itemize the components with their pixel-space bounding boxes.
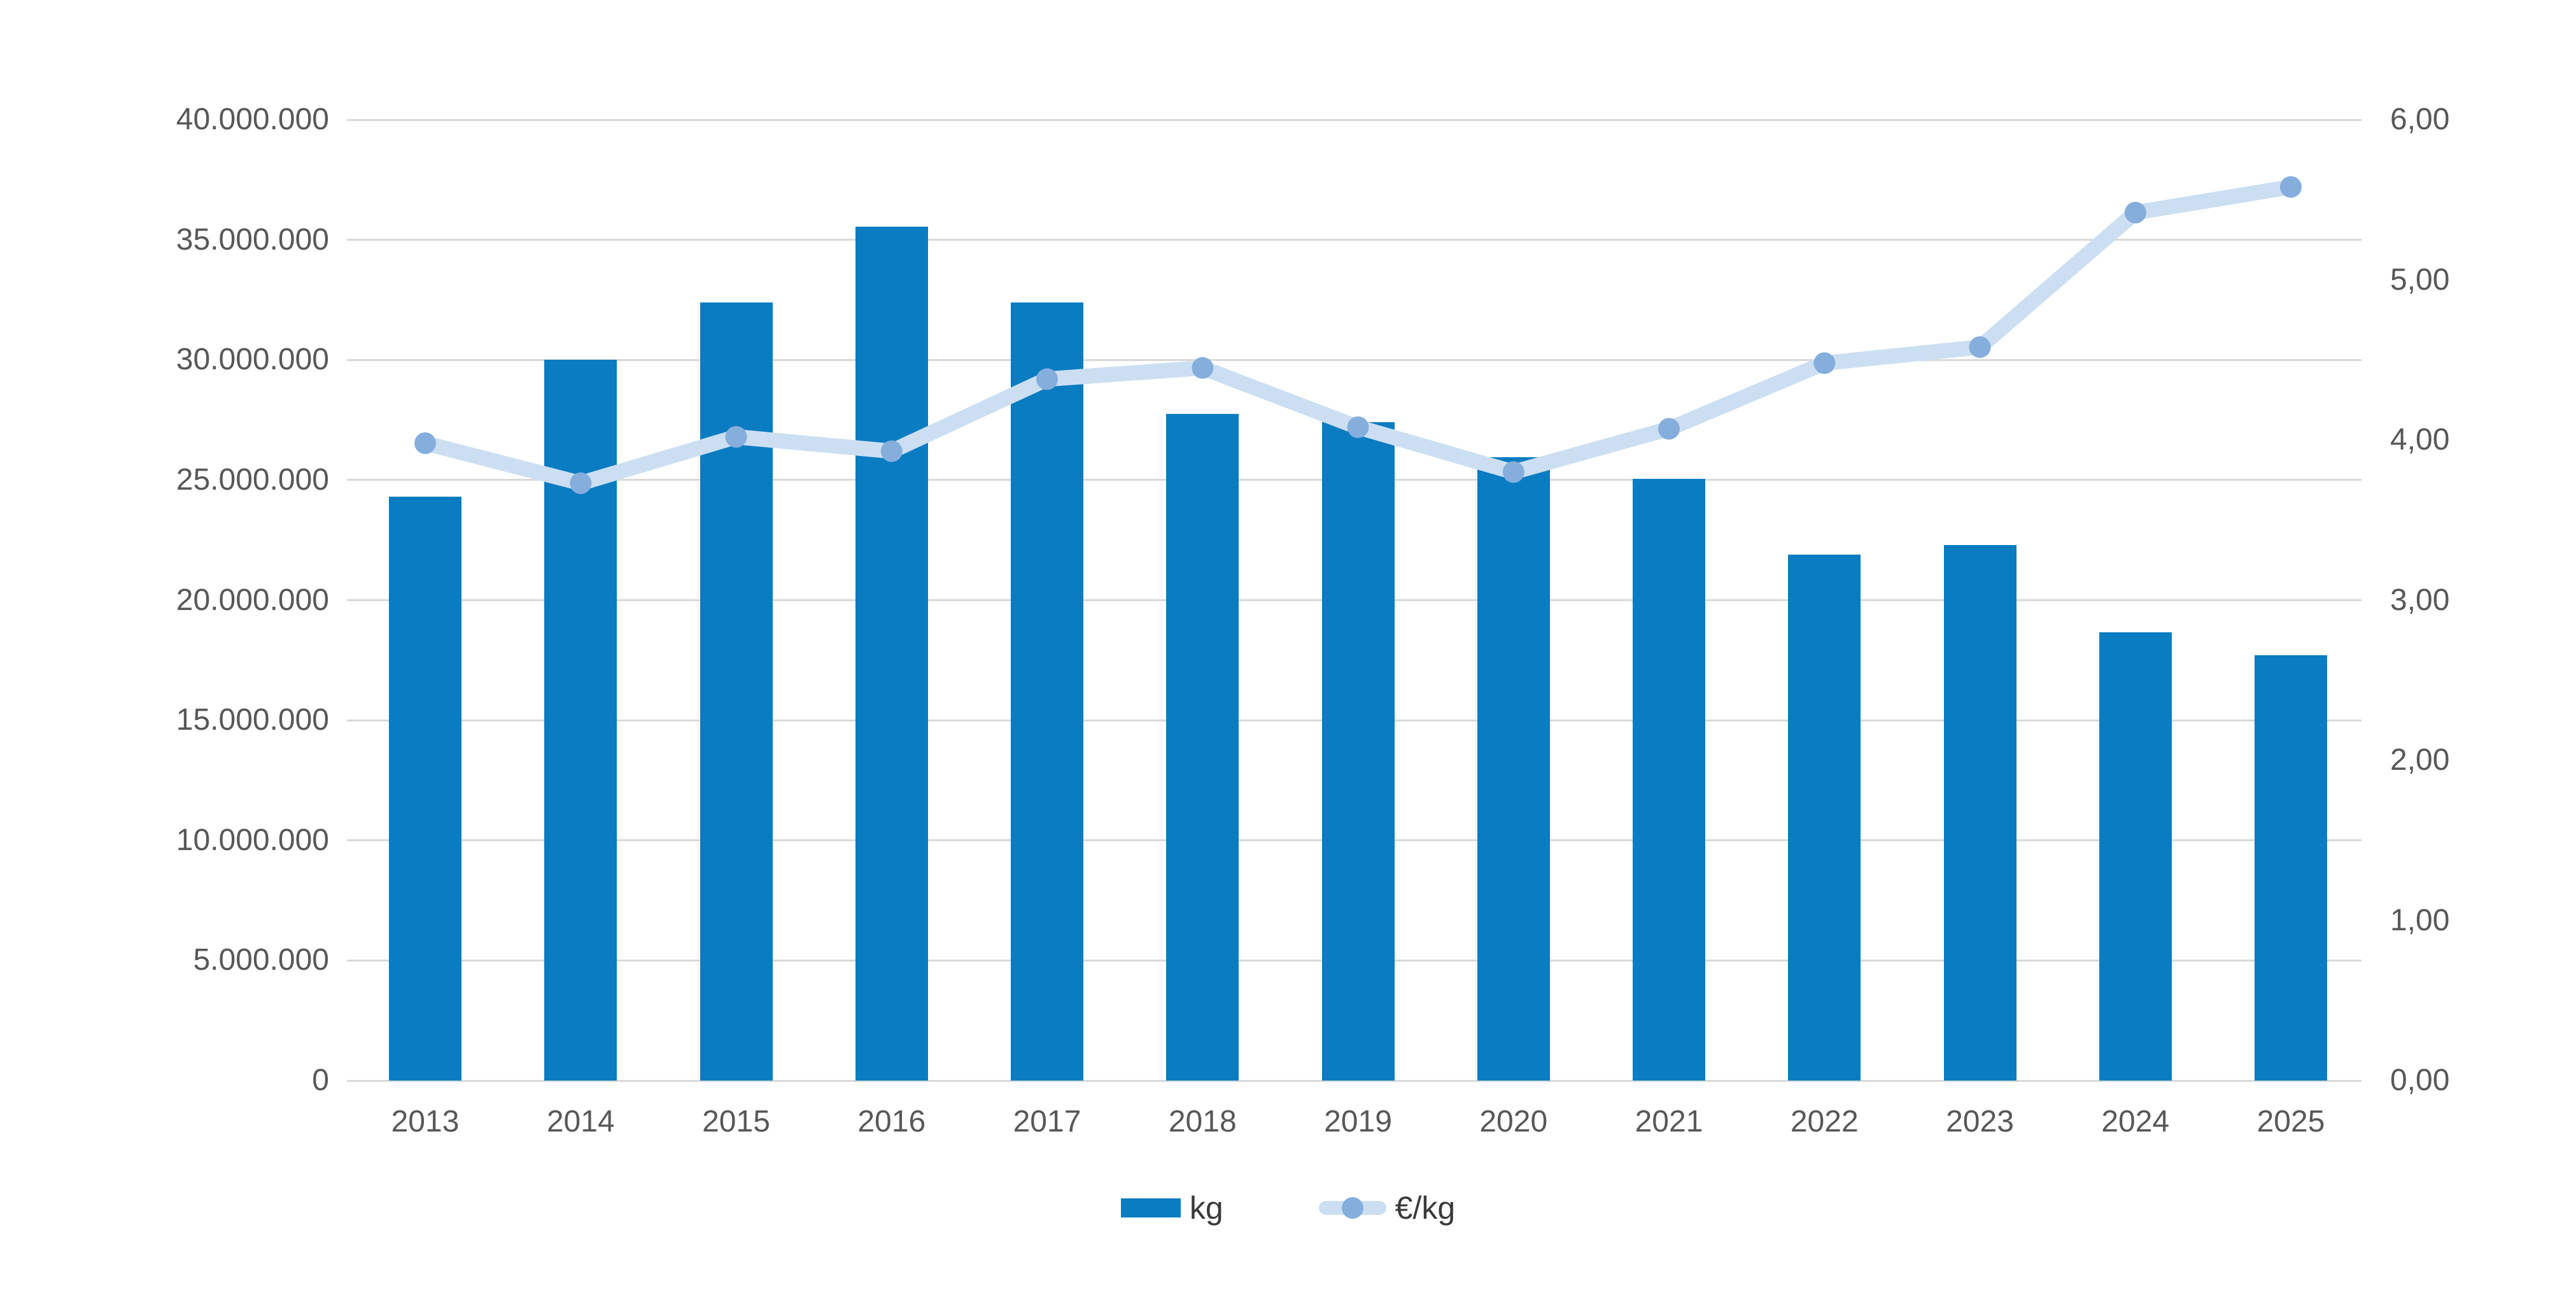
right-axis-tick-2_00: 2,00	[2390, 743, 2450, 777]
x-axis-tick-2016: 2016	[857, 1105, 926, 1139]
bar-2015[interactable]	[700, 302, 773, 1081]
x-axis-tick-2023: 2023	[1946, 1105, 2014, 1139]
marker-2018[interactable]	[1192, 357, 1214, 379]
gridline-40.000.000	[347, 118, 2361, 121]
bar-2019[interactable]	[1321, 422, 1395, 1081]
x-axis-tick-2019: 2019	[1324, 1105, 1392, 1139]
x-axis-tick-2021: 2021	[1635, 1105, 1703, 1139]
marker-2022[interactable]	[1813, 352, 1836, 374]
marker-2023[interactable]	[1969, 336, 1991, 358]
marker-2024[interactable]	[2124, 201, 2146, 224]
x-axis-tick-2020: 2020	[1479, 1105, 1548, 1139]
x-axis-tick-2022: 2022	[1790, 1105, 1859, 1139]
bar-2020[interactable]	[1477, 457, 1550, 1081]
legend-item-kg[interactable]: kg	[1120, 1190, 1223, 1226]
left-axis-tick-20.000.000: 20.000.000	[176, 583, 329, 617]
left-axis-tick-15.000.000: 15.000.000	[176, 703, 329, 737]
x-axis-tick-2013: 2013	[391, 1105, 460, 1139]
left-axis-tick-0: 0	[312, 1063, 329, 1097]
marker-2013[interactable]	[414, 432, 436, 454]
bar-2024[interactable]	[2099, 632, 2172, 1081]
bar-2018[interactable]	[1166, 414, 1239, 1081]
left-axis-tick-35.000.000: 35.000.000	[176, 222, 329, 257]
bar-2013[interactable]	[389, 497, 461, 1081]
eur-per-kg-line-swatch-icon	[1318, 1197, 1386, 1219]
gridline-35.000.000	[347, 239, 2361, 241]
right-axis-tick-0_00: 0,00	[2390, 1063, 2450, 1097]
x-axis-tick-2025: 2025	[2256, 1105, 2325, 1139]
marker-2025[interactable]	[2280, 176, 2302, 198]
gridline-0	[347, 1079, 2361, 1082]
x-axis-tick-2014: 2014	[546, 1105, 615, 1139]
x-axis-tick-2017: 2017	[1013, 1105, 1081, 1139]
left-axis-tick-25.000.000: 25.000.000	[176, 462, 329, 497]
x-axis-tick-2015: 2015	[702, 1105, 770, 1139]
marker-2015[interactable]	[725, 426, 747, 448]
legend-label-eur-per-kg: €/kg	[1395, 1190, 1456, 1226]
eur-per-kg-marker-dot-icon	[1341, 1197, 1363, 1219]
legend-item-eur-per-kg[interactable]: €/kg	[1318, 1190, 1456, 1226]
legend: kg €/kg	[0, 1192, 2576, 1224]
left-axis-tick-40.000.000: 40.000.000	[176, 103, 329, 136]
right-axis-tick-1_00: 1,00	[2390, 903, 2450, 937]
marker-2016[interactable]	[880, 440, 903, 462]
marker-2021[interactable]	[1658, 418, 1680, 440]
right-axis-tick-4_00: 4,00	[2390, 423, 2450, 457]
bar-2016[interactable]	[855, 226, 928, 1081]
marker-2017[interactable]	[1036, 368, 1058, 390]
left-axis-tick-5.000.000: 5.000.000	[193, 943, 329, 977]
gridline-30.000.000	[347, 358, 2361, 361]
bar-2014[interactable]	[544, 360, 617, 1081]
right-axis-tick-6_00: 6,00	[2390, 103, 2450, 136]
x-axis-tick-2018: 2018	[1168, 1105, 1237, 1139]
bar-2023[interactable]	[1943, 544, 2016, 1081]
right-axis-tick-5_00: 5,00	[2390, 262, 2450, 297]
bar-2025[interactable]	[2255, 655, 2327, 1081]
legend-label-kg: kg	[1189, 1190, 1223, 1226]
marker-2020[interactable]	[1502, 461, 1524, 483]
marker-2019[interactable]	[1347, 416, 1369, 438]
marker-2014[interactable]	[570, 472, 592, 494]
bar-2021[interactable]	[1633, 478, 1705, 1081]
kg-bar-swatch-icon	[1120, 1198, 1181, 1217]
right-axis-tick-3_00: 3,00	[2390, 583, 2450, 617]
bar-2022[interactable]	[1788, 554, 1861, 1081]
bar-2017[interactable]	[1011, 302, 1083, 1081]
left-axis-tick-10.000.000: 10.000.000	[176, 823, 329, 857]
x-axis-tick-2024: 2024	[2101, 1105, 2170, 1139]
left-axis-tick-30.000.000: 30.000.000	[176, 343, 329, 377]
